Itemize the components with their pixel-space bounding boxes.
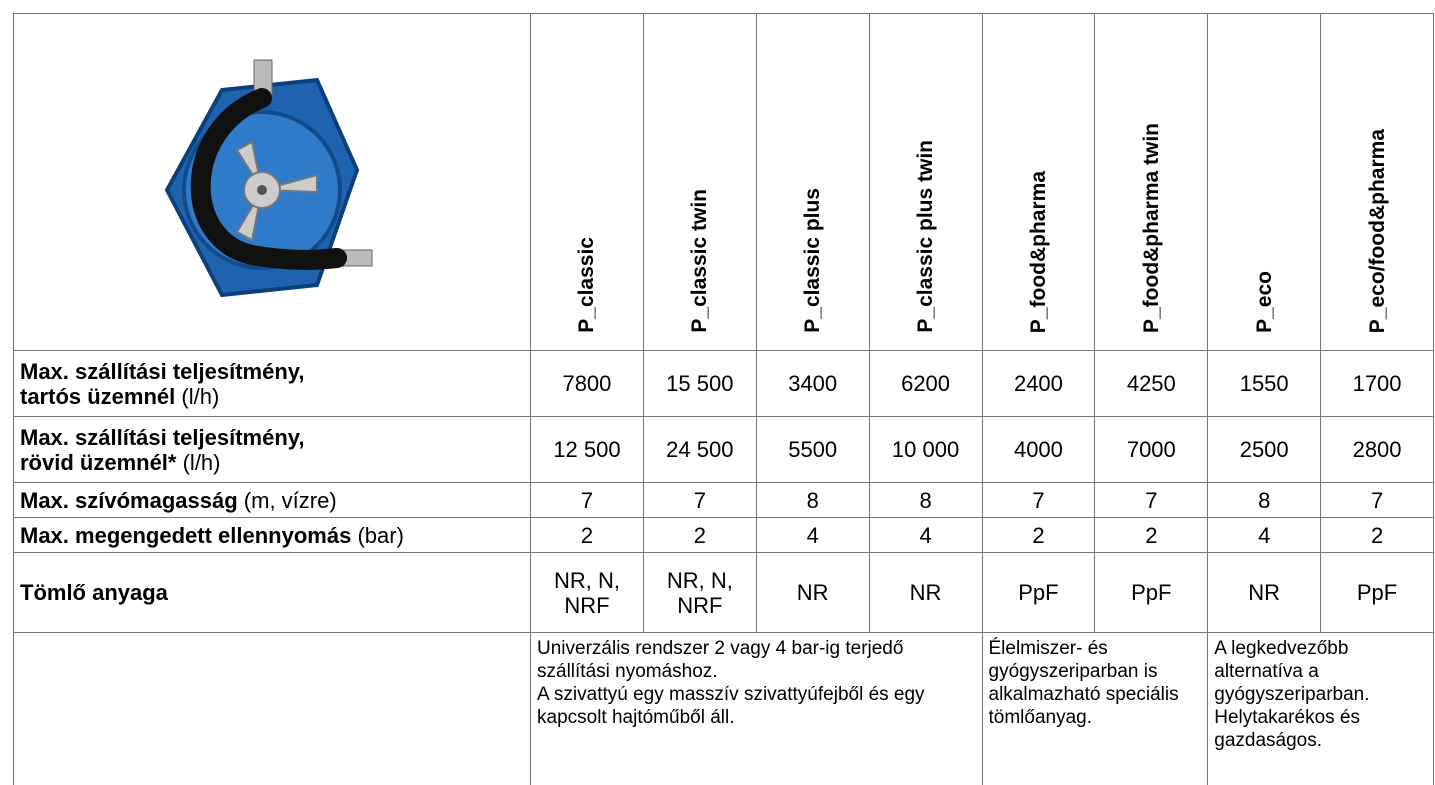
blank-cell — [14, 633, 531, 785]
value-cell: 4 — [1208, 518, 1321, 553]
value-cell: 2500 — [1208, 417, 1321, 483]
row-label: Tömlő anyaga — [14, 553, 531, 633]
description-line: A szivattyú egy masszív szivattyúfejből … — [537, 683, 976, 729]
value-cell: 7800 — [531, 351, 644, 417]
value-cell: 1700 — [1321, 351, 1434, 417]
value-cell: 7000 — [1095, 417, 1208, 483]
description-cell: Élelmiszer- és gyógyszeriparban is alkal… — [982, 633, 1208, 785]
value-cell: 15 500 — [643, 351, 756, 417]
value-cell: PpF — [982, 553, 1095, 633]
row-unit: (l/h) — [181, 384, 219, 409]
value-cell: 7 — [982, 483, 1095, 518]
value-cell: 8 — [756, 483, 869, 518]
description-line: Univerzális rendszer 2 vagy 4 bar-ig ter… — [537, 637, 976, 683]
value-cell: 8 — [1208, 483, 1321, 518]
value-cell: 5500 — [756, 417, 869, 483]
value-cell: 4 — [869, 518, 982, 553]
rotor-hub — [257, 185, 267, 195]
value-cell: 3400 — [756, 351, 869, 417]
value-cell: 2 — [531, 518, 644, 553]
column-header: P_eco — [1208, 14, 1321, 351]
spec-table-wrap: P_classic P_classic twin P_classic plus P_c… — [13, 13, 1434, 785]
column-title: P_eco — [1252, 271, 1277, 333]
column-header: P_classic twin — [643, 14, 756, 351]
value-cell: 8 — [869, 483, 982, 518]
row-label-text: rövid üzemnél* — [20, 450, 176, 475]
value-cell: 10 000 — [869, 417, 982, 483]
value-cell: 12 500 — [531, 417, 644, 483]
row-unit: (m, vízre) — [244, 488, 337, 513]
row-label-text: Max. szállítási teljesítmény, — [20, 425, 305, 450]
value-cell: 24 500 — [643, 417, 756, 483]
value-cell: PpF — [1321, 553, 1434, 633]
row-label: Max. szállítási teljesítmény,tartós üzem… — [14, 351, 531, 417]
value-cell: NR — [1208, 553, 1321, 633]
value-cell: 2 — [1095, 518, 1208, 553]
row-label-text: Max. szállítási teljesítmény, — [20, 359, 305, 384]
column-header: P_classic — [531, 14, 644, 351]
row-label-text: tartós üzemnél — [20, 384, 175, 409]
value-cell: 4250 — [1095, 351, 1208, 417]
value-cell: 7 — [643, 483, 756, 518]
value-cell: NR — [869, 553, 982, 633]
column-title: P_food&pharma twin — [1139, 123, 1164, 333]
column-header: P_food&pharma — [982, 14, 1095, 351]
value-cell: 2 — [643, 518, 756, 553]
row-unit: (bar) — [357, 523, 403, 548]
value-cell: 2400 — [982, 351, 1095, 417]
column-title: P_classic twin — [687, 189, 712, 333]
value-cell: 2 — [1321, 518, 1434, 553]
value-cell: 4000 — [982, 417, 1095, 483]
value-cell: NR — [756, 553, 869, 633]
column-header: P_classic plus twin — [869, 14, 982, 351]
image-cell — [14, 14, 531, 351]
description-cell: A legkedvezőbb alternatíva a gyógyszerip… — [1208, 633, 1434, 785]
column-title: P_classic plus twin — [913, 140, 938, 333]
row-label: Max. szívómagasság (m, vízre) — [14, 483, 531, 518]
value-cell: 4 — [756, 518, 869, 553]
value-cell: 2800 — [1321, 417, 1434, 483]
column-title: P_classic — [574, 237, 599, 333]
row-label: Max. szállítási teljesítmény,rövid üzemn… — [14, 417, 531, 483]
value-cell: NR, N, NRF — [531, 553, 644, 633]
value-cell: 1550 — [1208, 351, 1321, 417]
data-row: Max. szállítási teljesítmény,tartós üzem… — [14, 351, 1434, 417]
description-row: Univerzális rendszer 2 vagy 4 bar-ig ter… — [14, 633, 1434, 785]
column-title: P_food&pharma — [1026, 171, 1051, 333]
column-title: P_eco/food&pharma — [1365, 129, 1390, 333]
value-cell: 7 — [531, 483, 644, 518]
value-cell: 7 — [1095, 483, 1208, 518]
description-line: A legkedvezőbb alternatíva a gyógyszerip… — [1214, 637, 1427, 706]
value-cell: PpF — [1095, 553, 1208, 633]
description-cell: Univerzális rendszer 2 vagy 4 bar-ig ter… — [531, 633, 983, 785]
header-row: P_classic P_classic twin P_classic plus P_c… — [14, 14, 1434, 351]
spec-table: P_classic P_classic twin P_classic plus P_c… — [13, 13, 1434, 785]
row-label-text: Max. megengedett ellennyomás — [20, 523, 351, 548]
column-header: P_food&pharma twin — [1095, 14, 1208, 351]
description-line: Élelmiszer- és gyógyszeriparban is alkal… — [989, 637, 1202, 729]
value-cell: 6200 — [869, 351, 982, 417]
value-cell: 2 — [982, 518, 1095, 553]
column-header: P_classic plus — [756, 14, 869, 351]
row-label: Max. megengedett ellennyomás (bar) — [14, 518, 531, 553]
row-label-text: Max. szívómagasság — [20, 488, 238, 513]
row-label-text: Tömlő anyaga — [20, 580, 168, 605]
description-line: Helytakarékos és gazdaságos. — [1214, 706, 1427, 752]
data-row: Max. szállítási teljesítmény,rövid üzemn… — [14, 417, 1434, 483]
column-title: P_classic plus — [800, 188, 825, 333]
pump-image — [142, 50, 402, 310]
column-header: P_eco/food&pharma — [1321, 14, 1434, 351]
value-cell: NR, N, NRF — [643, 553, 756, 633]
value-cell: 7 — [1321, 483, 1434, 518]
row-unit: (l/h) — [183, 450, 221, 475]
